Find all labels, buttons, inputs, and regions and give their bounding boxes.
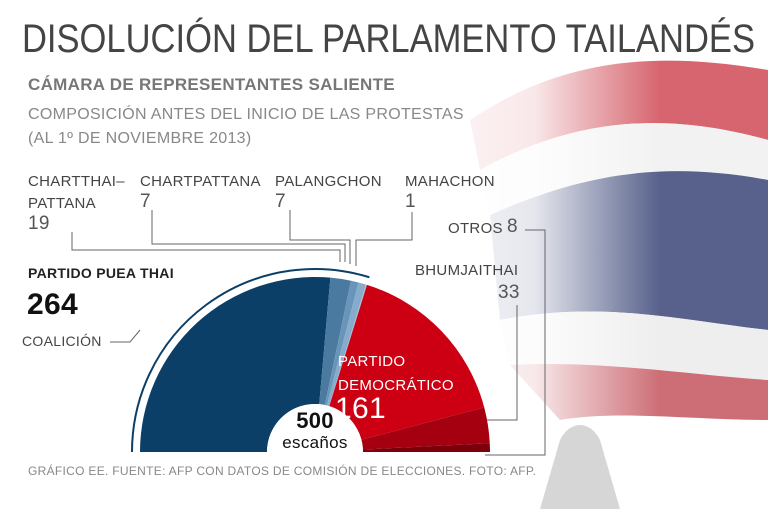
category-label: PALANGCHON (275, 173, 382, 190)
title: DISOLUCIÓN DEL PARLAMENTO TAILANDÉS (22, 16, 755, 61)
category-label: CHARTPATTANA (140, 173, 261, 190)
slice (140, 276, 331, 452)
value-label: 33 (498, 282, 520, 303)
category-label: PARTIDO DEMOCRÁTICO (338, 353, 454, 394)
total: 500 (296, 408, 334, 433)
slice (319, 277, 352, 406)
category-label: OTROS (448, 220, 503, 237)
coalition-label: COALICIÓN (22, 333, 102, 349)
value-label: 1 (405, 191, 416, 212)
value-label: 19 (28, 213, 50, 234)
category-label: CHARTTHAI– PATTANA (28, 173, 125, 212)
category-label: PARTIDO PUEA THAI (28, 265, 174, 281)
flag-background (380, 0, 768, 509)
slice (329, 284, 485, 440)
category-label: BHUMJAITHAI (415, 262, 519, 279)
center-hole (267, 404, 363, 500)
source: GRÁFICO EE. FUENTE: AFP CON DATOS DE COM… (28, 464, 537, 478)
semicircle (131, 268, 490, 500)
note: COMPOSICIÓN ANTES DEL INICIO DE LAS PROT… (28, 106, 464, 123)
value-label: 7 (275, 191, 286, 212)
value-label: 7 (140, 191, 151, 212)
value-label: 161 (335, 392, 386, 425)
note: (AL 1º DE NOVIEMBRE 2013) (28, 130, 252, 147)
subtitle: CÁMARA DE REPRESENTANTES SALIENTE (28, 75, 395, 94)
slice (361, 407, 490, 450)
slice (328, 284, 367, 407)
value-label: 264 (27, 288, 78, 321)
coalition-arc (131, 268, 370, 453)
category-label: MAHACHON (405, 173, 495, 190)
total-label: escaños (282, 433, 348, 452)
slice (362, 443, 490, 452)
leader-lines (71, 210, 546, 456)
slice (324, 280, 359, 406)
slice (326, 282, 366, 407)
value-label: 8 (507, 216, 518, 237)
